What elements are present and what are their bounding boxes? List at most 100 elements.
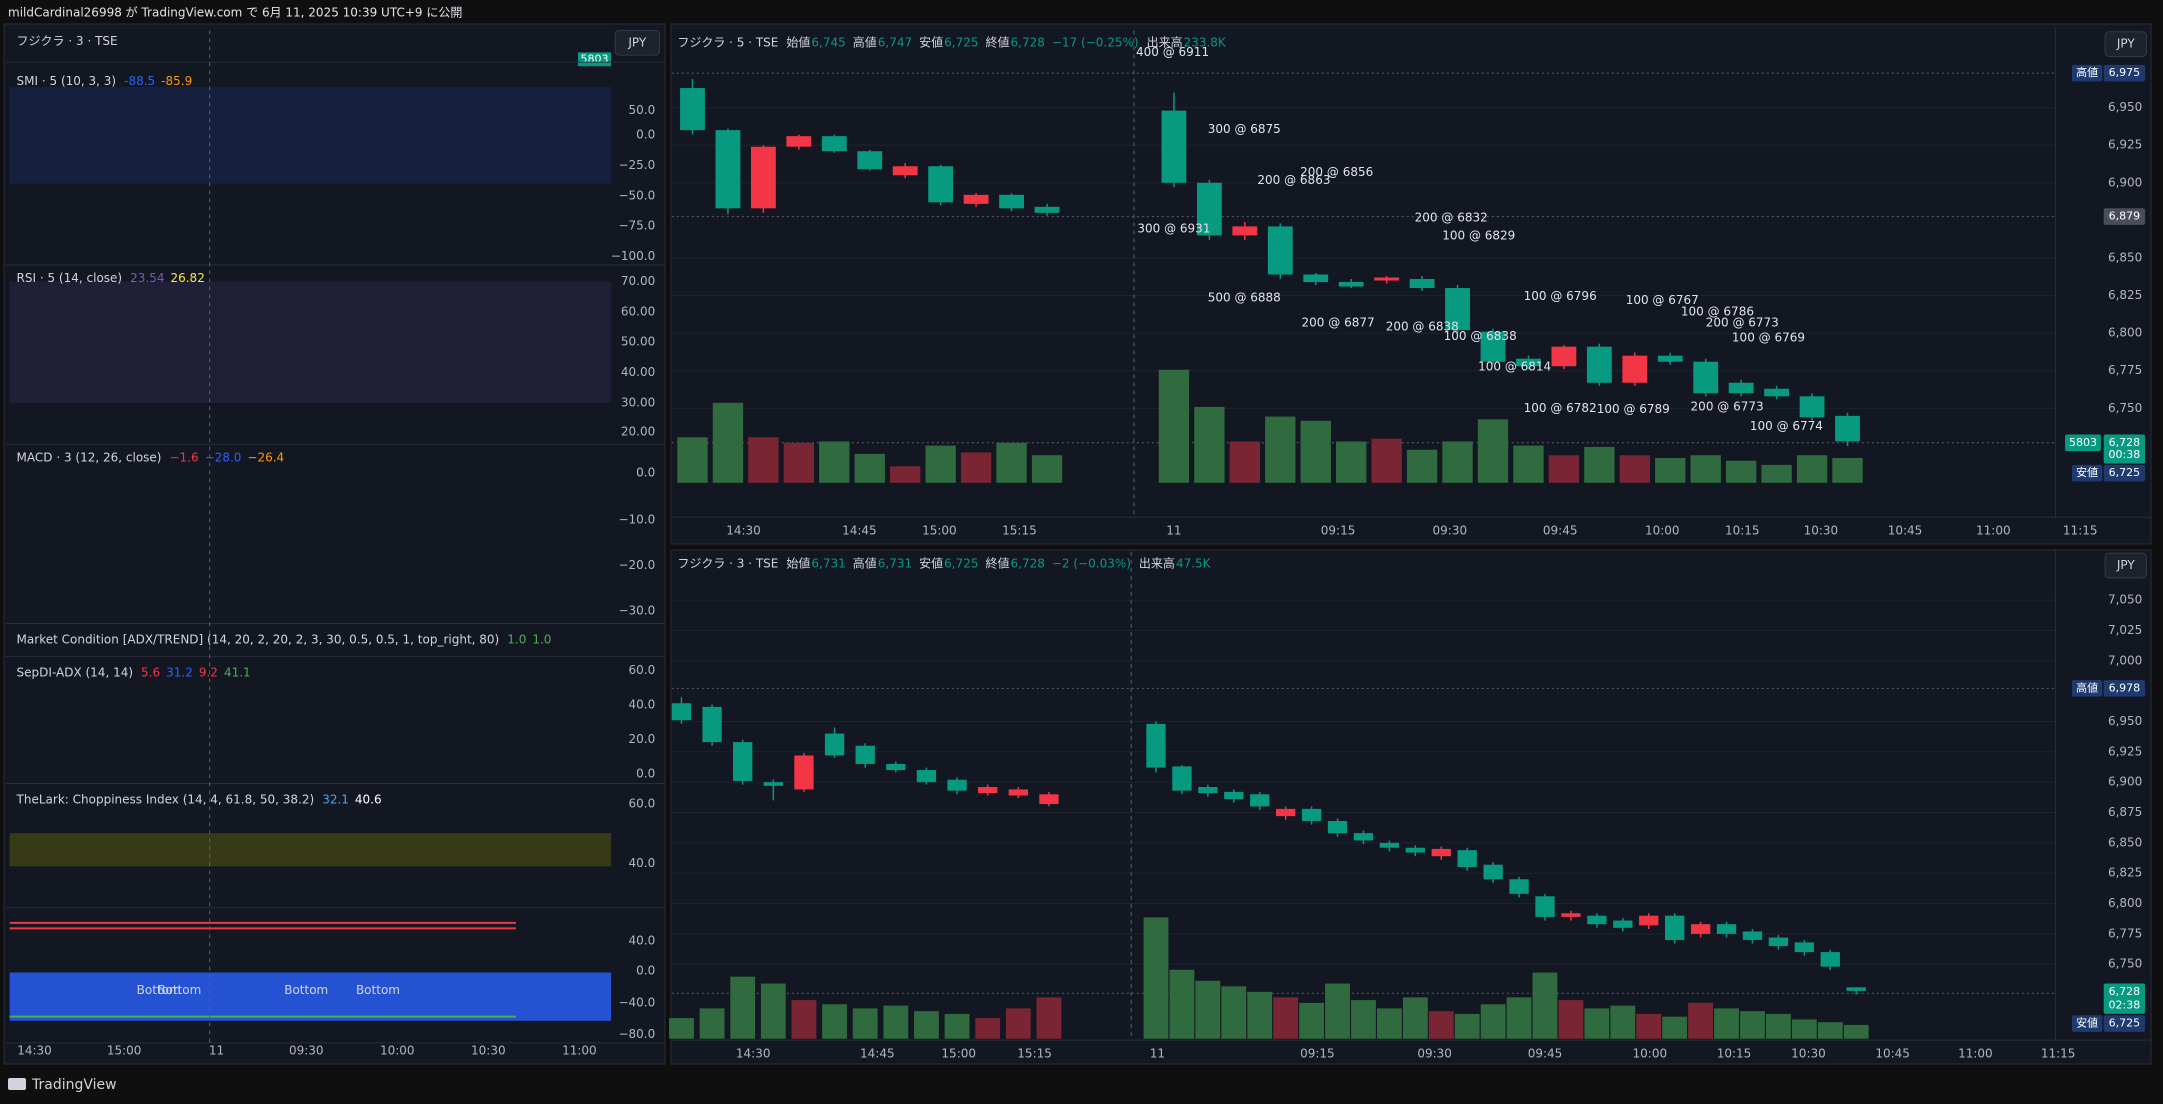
- time-label: 10:30: [471, 1044, 506, 1058]
- currency-button[interactable]: [614, 29, 660, 56]
- volume-value: 47.5K: [1176, 557, 1212, 571]
- indicator-tick-label: 70.00: [621, 274, 655, 288]
- volume-bar: [669, 1018, 694, 1039]
- indicator-tick-label: 20.0: [629, 732, 656, 746]
- bottom-label: Bottom: [284, 983, 328, 997]
- time-label: 14:30: [17, 1044, 52, 1058]
- candle-body: [1431, 848, 1451, 857]
- high-tag: 高値: [2076, 680, 2098, 694]
- y-tick-label: 6,925: [2108, 744, 2142, 758]
- candle-body: [1405, 847, 1425, 853]
- volume-bar: [1690, 455, 1721, 483]
- candle-body: [886, 763, 906, 771]
- candle-body: [1639, 915, 1659, 926]
- currency-button[interactable]: [2104, 552, 2147, 579]
- currency-label[interactable]: JPY: [2116, 37, 2136, 51]
- volume-key: 出来高: [1147, 34, 1183, 49]
- y-tick-label: 6,950: [2108, 714, 2142, 728]
- candle-body: [702, 706, 722, 743]
- indicator-tick-label: 40.0: [629, 697, 656, 711]
- high-price: 6,975: [2109, 66, 2141, 79]
- ohlc-value: 6,747: [878, 35, 912, 49]
- volume-bar: [1143, 917, 1169, 1039]
- low-tag: 安値: [2076, 1016, 2098, 1030]
- candle-body: [1250, 794, 1270, 807]
- time-label: 14:45: [860, 1046, 895, 1060]
- candle-body: [1224, 791, 1244, 800]
- trade-annotation: 100 @ 6796: [1524, 289, 1597, 303]
- ohlc-key: 始値: [786, 556, 810, 571]
- indicator-title: TheLark: Choppiness Index (14, 4, 61.8, …: [16, 793, 315, 807]
- indicator-value: 23.54: [130, 271, 164, 285]
- y-tick-label: 6,775: [2108, 363, 2142, 377]
- volume-bar: [791, 1000, 817, 1039]
- candle-body: [1198, 787, 1218, 794]
- volume-bar: [1558, 1000, 1584, 1039]
- candle-body: [1820, 952, 1840, 967]
- candle-body: [786, 136, 812, 147]
- candle-body: [947, 779, 967, 791]
- ohlc-value: 6,728: [1011, 557, 1045, 571]
- volume-bar: [1655, 457, 1686, 483]
- time-label: 10:45: [1888, 524, 1923, 538]
- volume-bar: [1662, 1016, 1688, 1039]
- currency-label[interactable]: JPY: [2116, 558, 2136, 572]
- candle-body: [1276, 808, 1296, 817]
- bottom-label: Bottom: [137, 983, 181, 997]
- change: −17 (−0.25%): [1052, 35, 1139, 49]
- candle-body: [1690, 924, 1711, 934]
- candle-body: [821, 136, 847, 152]
- trade-annotation: 100 @ 6814: [1478, 359, 1551, 373]
- candle-body: [1535, 896, 1555, 917]
- last-price-bg: [2103, 983, 2146, 1001]
- volume-bar: [822, 1004, 847, 1039]
- bottom-chart-panel: [670, 549, 2152, 1065]
- volume-bar: [1428, 1011, 1454, 1039]
- volume-bar: [1725, 460, 1757, 483]
- low-price: 6,725: [2109, 1017, 2141, 1030]
- y-tick-label: 6,875: [2108, 805, 2142, 819]
- ohlc-value: 6,728: [1011, 35, 1045, 49]
- y-tick-label: 6,925: [2108, 138, 2142, 152]
- volume-bar: [1761, 464, 1792, 483]
- volume-bar: [783, 442, 815, 483]
- volume-bar: [1406, 449, 1438, 483]
- volume-bar: [1351, 1000, 1376, 1039]
- volume-bar: [914, 1011, 939, 1039]
- volume-bar: [1273, 997, 1299, 1039]
- trade-annotation: 400 @ 6911: [1136, 45, 1209, 59]
- indicator-tick-label: 0.0: [636, 766, 655, 780]
- candle-body: [1327, 821, 1348, 834]
- bottom-label: Bottom: [157, 983, 201, 997]
- currency-button[interactable]: [2104, 31, 2147, 58]
- indicator-title: RSI · 5 (14, close): [17, 271, 123, 285]
- y-tick-label: 6,750: [2108, 401, 2142, 415]
- symbol-badge: 5803: [2069, 436, 2097, 449]
- left-panel: [3, 23, 666, 1065]
- candle-body: [1008, 789, 1028, 796]
- trade-annotation: 200 @ 6832: [1415, 210, 1488, 224]
- candle-body: [1146, 723, 1166, 768]
- candle-body: [1835, 415, 1860, 442]
- candle-body: [794, 755, 814, 790]
- volume-bar: [1548, 455, 1580, 483]
- indicator-tick-label: 50.0: [629, 103, 656, 117]
- high-tag: 高値: [2076, 65, 2098, 79]
- candle-body: [1768, 937, 1789, 947]
- volume-bar: [1454, 1013, 1480, 1039]
- volume-bar: [960, 452, 992, 483]
- volume-bar: [1247, 991, 1273, 1039]
- candle-body: [1301, 808, 1322, 822]
- currency-label[interactable]: JPY: [627, 35, 647, 49]
- candle-body: [1561, 913, 1581, 917]
- volume-bar: [1843, 1024, 1869, 1039]
- indicator-value: 1.0: [507, 633, 526, 647]
- indicator-tick-label: −10.0: [618, 513, 655, 527]
- time-label: 10:30: [1791, 1046, 1826, 1060]
- candle-body: [680, 88, 705, 131]
- volume-bar: [1619, 455, 1650, 483]
- candle-body: [1196, 182, 1222, 236]
- y-tick-label: 6,825: [2108, 866, 2142, 880]
- ohlc-key: 安値: [919, 556, 943, 571]
- candle-body: [1551, 346, 1577, 367]
